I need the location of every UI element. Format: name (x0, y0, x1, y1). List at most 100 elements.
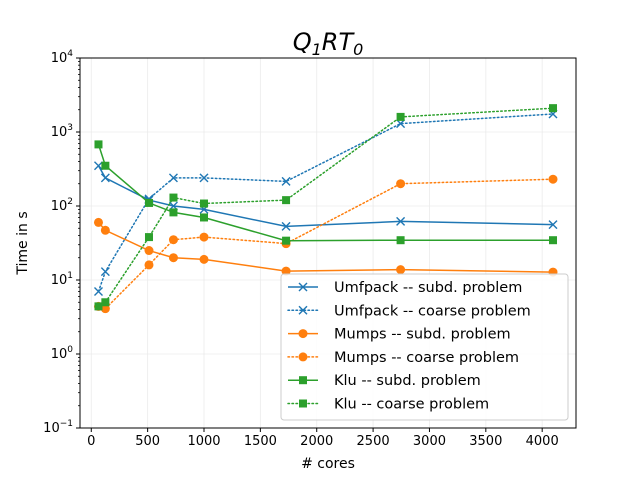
data-point (94, 302, 103, 311)
y-tick-label: 104 (51, 49, 74, 66)
data-point (281, 266, 291, 276)
data-point (144, 233, 153, 242)
series-line (97, 113, 554, 293)
x-marker-stroke (298, 305, 308, 315)
data-point (169, 193, 178, 202)
legend-label: Klu -- coarse problem (334, 397, 489, 413)
legend-marker (298, 282, 308, 292)
data-point (101, 298, 110, 307)
data-point (281, 221, 291, 231)
x-tick-label: 3500 (469, 434, 502, 449)
legend-label: Umfpack -- coarse problem (334, 303, 531, 319)
data-point (549, 104, 558, 113)
data-point (100, 267, 110, 277)
x-marker-stroke (396, 119, 406, 129)
x-marker-stroke (281, 221, 291, 231)
data-point (168, 253, 178, 263)
series-line (97, 107, 554, 308)
title-sub1: 1 (312, 40, 322, 59)
data-point (282, 236, 291, 245)
x-marker-stroke (168, 173, 178, 183)
data-point (548, 174, 558, 184)
x-marker-stroke (548, 220, 558, 230)
legend: Umfpack -- subd. problem Umfpack -- coars… (280, 273, 569, 421)
title-q: Q (293, 28, 312, 56)
data-point (200, 213, 208, 222)
title-sub2: 0 (353, 40, 363, 59)
data-point (396, 179, 406, 189)
x-marker-stroke (199, 173, 209, 183)
series-5 (94, 104, 558, 311)
legend-label: Klu -- subd. problem (334, 373, 481, 389)
data-point (144, 246, 154, 256)
data-point (396, 236, 405, 245)
y-tick-label: 10−1 (43, 419, 73, 436)
legend-marker (299, 376, 307, 385)
data-point (396, 112, 405, 121)
x-marker-stroke (281, 176, 291, 186)
x-tick-label: 500 (135, 434, 160, 449)
legend-label: Mumps -- coarse problem (334, 350, 519, 366)
data-point (396, 119, 406, 129)
series-line (97, 221, 554, 273)
data-point (281, 176, 291, 186)
legend-marker (298, 305, 308, 315)
data-point (396, 216, 406, 226)
x-marker-stroke (298, 282, 308, 292)
y-axis: 10−1 100 101 102 103 104 (43, 49, 80, 436)
series-layer (93, 104, 558, 314)
data-point (549, 236, 558, 245)
y-axis-label: Time in s (15, 211, 31, 275)
series-0 (93, 161, 558, 231)
plot-frame (79, 57, 577, 429)
x-tick-label: 2500 (357, 434, 390, 449)
data-point (144, 198, 153, 207)
data-point (200, 199, 208, 208)
x-tick-label: 1500 (244, 434, 277, 449)
x-marker-stroke (93, 161, 103, 171)
data-point (100, 304, 110, 314)
series-4 (94, 140, 558, 245)
data-point (93, 161, 103, 171)
data-point (396, 265, 406, 275)
series-line (97, 178, 554, 310)
data-point (93, 217, 103, 227)
legend-marker (298, 329, 308, 339)
y-tick-label: 103 (51, 123, 73, 140)
data-point (168, 235, 178, 245)
series-line (97, 144, 553, 242)
data-point (144, 260, 154, 270)
x-axis: 0 500 1000 1500 2000 2500 3000 3500 4000 (87, 428, 559, 449)
legend-box (280, 273, 569, 421)
x-tick-label: 2000 (300, 434, 333, 449)
y-tick-label: 101 (51, 271, 73, 288)
legend-label: Umfpack -- subd. problem (334, 280, 522, 296)
data-point (169, 208, 178, 217)
grid (80, 57, 576, 429)
series-2 (93, 217, 558, 277)
series-1 (93, 109, 558, 296)
x-marker-stroke (93, 286, 103, 296)
data-point (282, 196, 291, 205)
x-tick-label: 4000 (526, 434, 559, 449)
data-point (548, 220, 558, 230)
x-marker-stroke (100, 267, 110, 277)
data-point (199, 232, 209, 242)
x-tick-label: 3000 (413, 434, 446, 449)
y-tick-label: 100 (51, 345, 74, 362)
x-tick-label: 1000 (187, 434, 220, 449)
series-line (97, 165, 554, 228)
data-point (100, 225, 110, 235)
data-point (94, 140, 103, 149)
legend-marker (298, 352, 308, 362)
data-point (199, 173, 209, 183)
legend-label: Mumps -- subd. problem (334, 327, 511, 343)
data-point (93, 286, 103, 296)
data-point (101, 161, 110, 170)
chart-title: Q1RT0 (293, 28, 364, 59)
x-axis-label: # cores (301, 456, 355, 472)
legend-marker (299, 399, 307, 408)
x-tick-label: 0 (87, 434, 95, 449)
x-marker-stroke (100, 173, 110, 183)
